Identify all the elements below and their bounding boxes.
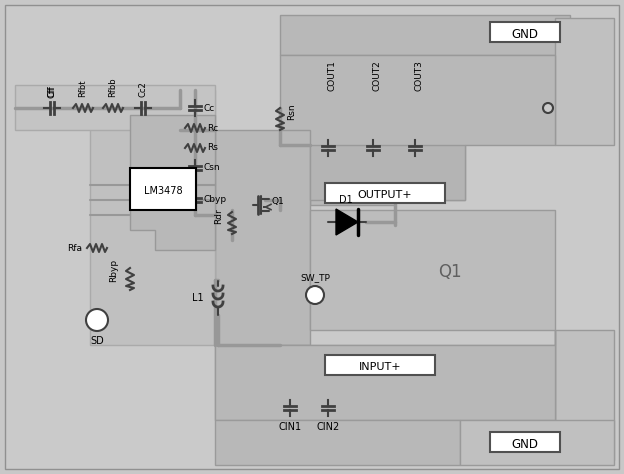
Text: Csn: Csn: [203, 164, 220, 173]
Polygon shape: [555, 18, 614, 145]
Bar: [130, 168, 196, 210]
Bar: [325, 355, 435, 375]
Text: COUT3: COUT3: [414, 60, 424, 91]
Circle shape: [306, 286, 324, 304]
Text: Rsn: Rsn: [287, 104, 296, 120]
Text: L1: L1: [192, 293, 204, 303]
Polygon shape: [336, 209, 358, 235]
Text: GND: GND: [512, 27, 539, 40]
Text: Rfbt: Rfbt: [79, 80, 87, 97]
Text: Rdr: Rdr: [214, 208, 223, 224]
Text: Rbyp: Rbyp: [109, 258, 118, 282]
Text: Cff: Cff: [47, 85, 57, 97]
Text: Q1: Q1: [438, 263, 462, 281]
Polygon shape: [90, 90, 215, 345]
Text: Rfa: Rfa: [67, 244, 82, 253]
Text: Rs: Rs: [207, 144, 218, 153]
Text: CIN2: CIN2: [316, 422, 339, 432]
Text: Rc: Rc: [207, 124, 218, 133]
Polygon shape: [215, 130, 310, 345]
Text: Rfbb: Rfbb: [109, 77, 117, 97]
Text: CIN1: CIN1: [278, 422, 301, 432]
Polygon shape: [280, 15, 570, 55]
Bar: [490, 432, 560, 452]
Polygon shape: [215, 330, 555, 420]
Bar: [325, 183, 445, 203]
Bar: [490, 22, 560, 42]
Polygon shape: [310, 145, 465, 200]
Text: COUT2: COUT2: [373, 60, 381, 91]
Text: D1: D1: [339, 195, 353, 205]
Polygon shape: [310, 210, 555, 330]
Text: LM3478: LM3478: [144, 186, 182, 196]
Polygon shape: [555, 330, 614, 460]
Circle shape: [543, 103, 553, 113]
Text: COUT1: COUT1: [328, 60, 336, 91]
Polygon shape: [280, 55, 555, 205]
Text: OUTPUT+: OUTPUT+: [358, 190, 412, 200]
Text: Cbyp: Cbyp: [203, 195, 226, 204]
Text: Cc2: Cc2: [139, 81, 147, 97]
Text: Cff: Cff: [47, 86, 57, 98]
Polygon shape: [460, 420, 614, 465]
Text: SD: SD: [90, 336, 104, 346]
Text: Cc: Cc: [203, 103, 214, 112]
Polygon shape: [215, 420, 460, 465]
Polygon shape: [15, 85, 215, 130]
Text: Q1: Q1: [271, 197, 284, 206]
Polygon shape: [215, 345, 555, 420]
Text: GND: GND: [512, 438, 539, 450]
Circle shape: [86, 309, 108, 331]
Polygon shape: [130, 115, 215, 250]
Text: SW_TP: SW_TP: [300, 273, 330, 282]
Text: INPUT+: INPUT+: [359, 362, 401, 372]
